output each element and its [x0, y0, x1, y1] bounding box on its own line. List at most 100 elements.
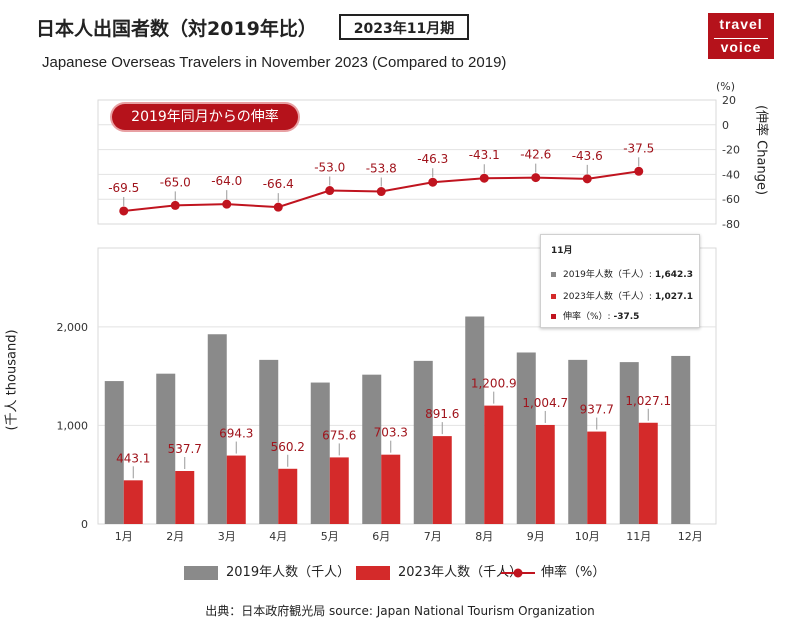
bar-2023 [381, 454, 401, 524]
legend-label-2019: 2019年人数（千人） [226, 565, 351, 580]
y-axis-label-left: (千人 thousand) [4, 329, 20, 431]
growth-data-label: -53.8 [366, 162, 397, 176]
growth-data-label: -69.5 [108, 181, 139, 195]
x-tick-label: 7月 [424, 530, 442, 543]
growth-data-label: -46.3 [417, 152, 448, 166]
growth-point [428, 177, 438, 187]
period-box: 2023年11月期 [339, 14, 469, 40]
x-tick-label: 9月 [527, 530, 545, 543]
legend-item-2019[interactable]: 2019年人数（千人） [184, 563, 350, 583]
growth-data-label: -37.5 [623, 141, 654, 155]
tooltip-title: 11月 [551, 246, 573, 256]
bar-panel: 0 1,000 2,000 443.1 1月 537.7 2月 694.3 3月 560.2 4月 6… [57, 247, 717, 543]
bar-2019 [516, 352, 536, 524]
data-tooltip: 11月 2019年人数（千人）: 1,642.3 2023年人数（千人）: 1,… [540, 234, 700, 328]
x-tick-label: 3月 [218, 530, 236, 543]
legend-label-rate: 伸率（%） [541, 565, 606, 580]
growth-data-label: -42.6 [520, 148, 551, 162]
x-tick-label: 10月 [575, 530, 600, 543]
bar-2019 [156, 373, 176, 524]
bar-data-label: 703.3 [374, 426, 408, 440]
growth-data-label: -43.6 [572, 149, 603, 163]
growth-point [582, 174, 592, 184]
y-tick-label: 2,000 [57, 321, 89, 334]
growth-point [634, 166, 644, 176]
growth-tick-label: -60 [722, 193, 740, 206]
bar-2023 [278, 468, 298, 524]
bar-2019 [207, 334, 227, 524]
y-tick-label: 0 [81, 518, 88, 531]
legend-swatch-rate [501, 568, 535, 577]
bar-2019 [568, 359, 588, 524]
y-axis-label-right: (伸率 Change) [753, 104, 769, 196]
growth-data-label: -64.0 [211, 174, 242, 188]
x-tick-label: 6月 [372, 530, 390, 543]
bar-2023 [123, 480, 143, 524]
bar-2023 [175, 470, 195, 524]
growth-point [119, 206, 129, 216]
growth-badge: 2019年同月からの伸率 [112, 104, 298, 130]
bar-2023 [484, 405, 504, 524]
growth-point [325, 186, 335, 196]
x-tick-label: 1月 [115, 530, 133, 543]
tooltip-dot-2019 [551, 272, 556, 277]
tooltip-value-2019: 1,642.3 [654, 270, 693, 280]
bar-data-label: 560.2 [271, 440, 305, 454]
growth-unit-label: (%) [716, 80, 735, 93]
tooltip-row-2023: 2023年人数（千人）: 1,027.1 [551, 289, 693, 302]
tooltip-value-2023: 1,027.1 [654, 292, 693, 302]
tooltip-dot-2023 [551, 294, 556, 299]
x-tick-label: 11月 [626, 530, 651, 543]
growth-tick-label: -80 [722, 218, 740, 231]
legend-item-rate[interactable]: 伸率（%） [501, 563, 605, 583]
bar-2019 [259, 359, 279, 524]
bar-data-label: 675.6 [322, 428, 356, 442]
bar-2019 [310, 382, 330, 524]
tooltip-value-rate: -37.5 [613, 312, 640, 322]
growth-point [479, 173, 489, 183]
growth-point [170, 200, 180, 210]
growth-panel: 20 0 -20 -40 -60 -80 (%) -69.5 -65.0 -64.0 -66.4 -5… [97, 80, 740, 231]
tooltip-label-2023: 2023年人数（千人）: [563, 292, 652, 302]
tooltip-label-rate: 伸率（%）: [563, 312, 611, 322]
growth-data-label: -65.0 [160, 175, 191, 189]
bar-2023 [587, 431, 607, 524]
logo-line-1: travel [719, 16, 763, 32]
tooltip-row-2019: 2019年人数（千人）: 1,642.3 [551, 267, 693, 280]
travel-voice-logo: travel voice [708, 13, 774, 59]
growth-data-label: -66.4 [263, 177, 294, 191]
bar-data-label: 537.7 [168, 442, 202, 456]
bar-data-label: 1,027.1 [625, 394, 671, 408]
legend-swatch-2023 [356, 565, 390, 580]
x-tick-label: 8月 [475, 530, 493, 543]
chart-legend: 2019年人数（千人） 2023年人数（千人） 伸率（%） [0, 563, 800, 583]
growth-data-label: -43.1 [469, 148, 500, 162]
tooltip-label-2019: 2019年人数（千人）: [563, 270, 652, 280]
growth-point [376, 187, 386, 197]
bar-2019 [619, 362, 639, 524]
bar-2019 [413, 360, 433, 524]
bar-2019 [465, 316, 485, 524]
source-note: 出典：日本政府観光局 source: Japan National Touris… [205, 604, 595, 618]
bar-2019 [104, 381, 124, 524]
bar-data-label: 1,004.7 [522, 396, 568, 410]
bar-2023 [329, 457, 349, 524]
x-tick-label: 4月 [269, 530, 287, 543]
bar-data-label: 937.7 [580, 403, 614, 417]
growth-point [222, 199, 232, 209]
growth-tick-label: 20 [722, 94, 736, 107]
chart-subtitle: Japanese Overseas Travelers in November … [42, 54, 507, 71]
growth-tick-label: -40 [722, 168, 740, 181]
growth-tick-label: -20 [722, 144, 740, 157]
bar-2023 [432, 436, 452, 524]
bar-data-label: 891.6 [425, 407, 459, 421]
legend-item-2023[interactable]: 2023年人数（千人） [356, 563, 522, 583]
bar-2023 [226, 455, 246, 524]
x-tick-label: 5月 [321, 530, 339, 543]
legend-swatch-2019 [184, 565, 218, 580]
chart-title: 日本人出国者数（対2019年比） [36, 18, 317, 40]
bar-data-label: 694.3 [219, 427, 253, 441]
x-tick-label: 2月 [166, 530, 184, 543]
bar-2019 [362, 374, 382, 524]
